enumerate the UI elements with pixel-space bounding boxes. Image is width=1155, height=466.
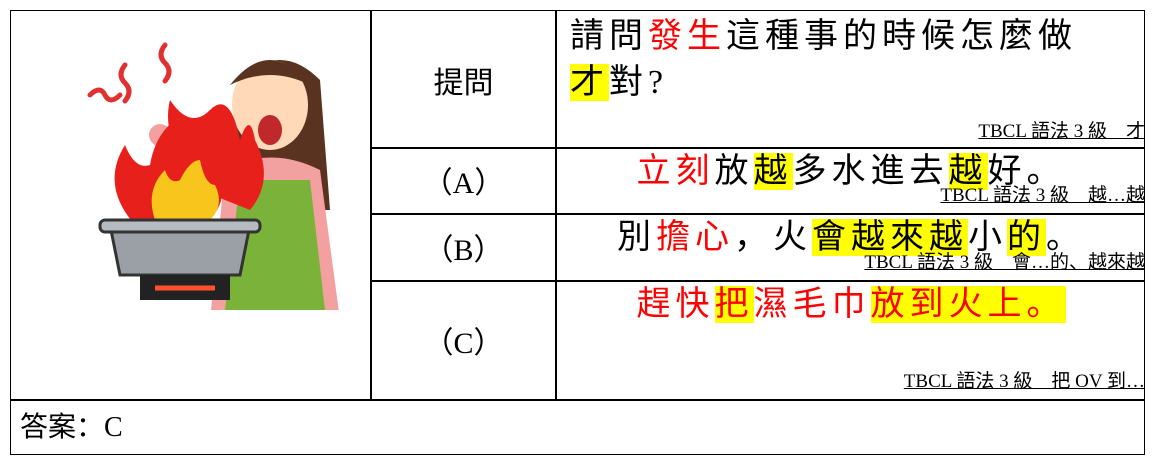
option-text: 別擔心，火會越來越小的。 bbox=[557, 215, 1145, 261]
grammar-note: TBCL 語法 3 級 才 bbox=[978, 121, 1145, 142]
text-segment: 這種事的時候怎麼做 bbox=[726, 18, 1077, 55]
text-segment: ，火 bbox=[734, 219, 812, 256]
grammar-note: TBCL 語法 3 級 越…越 bbox=[940, 185, 1145, 206]
column-divider bbox=[370, 10, 372, 400]
grammar-note: TBCL 語法 3 級 會…的、越來越 bbox=[864, 252, 1145, 273]
text-segment: 小 bbox=[968, 219, 1007, 256]
text-segment: 濕毛巾 bbox=[753, 286, 871, 323]
option-label: （A） bbox=[422, 167, 505, 200]
text-segment: 對? bbox=[609, 64, 669, 101]
text-line: 才對? bbox=[570, 60, 1077, 106]
option-text: 趕快把濕毛巾放到火上。 bbox=[557, 282, 1145, 328]
text-segment: 把 bbox=[714, 286, 754, 323]
illustration bbox=[87, 42, 339, 310]
table-frame bbox=[10, 10, 1145, 455]
text-segment: 立刻 bbox=[636, 153, 715, 190]
text-segment: 會越來越 bbox=[812, 219, 968, 256]
text-segment: 擔心 bbox=[656, 219, 734, 256]
text-segment: 好。 bbox=[987, 153, 1066, 190]
column-divider bbox=[555, 10, 557, 400]
grammar-note: TBCL 語法 3 級 把 OV 到… bbox=[903, 371, 1145, 392]
question-label: 提問 bbox=[433, 66, 494, 100]
text-segment: 放到火上。 bbox=[870, 286, 1066, 323]
row-divider bbox=[370, 147, 1145, 149]
question-text: 請問發生這種事的時候怎麼做 才對? bbox=[570, 14, 1077, 106]
text-segment: 多水進去 bbox=[792, 153, 949, 190]
text-segment: 的 bbox=[1007, 219, 1046, 256]
text-segment: 越 bbox=[948, 153, 988, 190]
text-segment: 趕快 bbox=[636, 286, 715, 323]
text-line: 請問發生這種事的時候怎麼做 bbox=[570, 14, 1077, 60]
answer: 答案：C bbox=[20, 412, 123, 443]
option-text: 立刻放越多水進去越好。 bbox=[557, 149, 1145, 195]
text-segment: 別 bbox=[617, 219, 656, 256]
text-segment: 越 bbox=[753, 153, 793, 190]
text-segment: 放 bbox=[714, 153, 754, 190]
text-segment: 才 bbox=[570, 64, 609, 101]
row-divider bbox=[370, 213, 1145, 215]
row-divider bbox=[370, 280, 1145, 282]
text-segment: 發生 bbox=[648, 18, 726, 55]
text-segment: 請問 bbox=[570, 18, 648, 55]
option-label: （C） bbox=[423, 326, 504, 360]
text-segment: 。 bbox=[1046, 219, 1085, 256]
row-divider bbox=[10, 399, 1145, 401]
option-label: （B） bbox=[423, 233, 504, 267]
